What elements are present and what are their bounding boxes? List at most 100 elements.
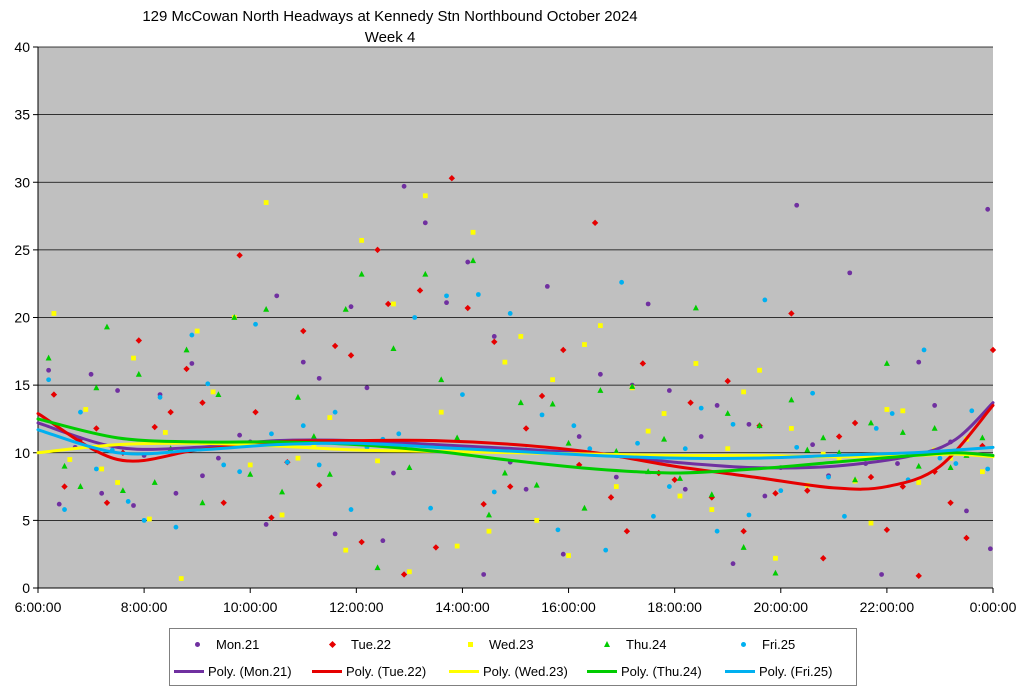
data-point bbox=[835, 433, 843, 440]
data-point bbox=[210, 389, 216, 395]
data-point bbox=[538, 392, 546, 400]
data-point bbox=[635, 440, 640, 446]
data-point bbox=[693, 361, 699, 366]
data-point bbox=[645, 428, 651, 434]
data-point bbox=[947, 499, 954, 506]
data-point bbox=[932, 403, 938, 408]
data-point bbox=[539, 412, 545, 418]
chart-title: 129 McCowan North Headways at Kennedy St… bbox=[142, 8, 638, 25]
data-point bbox=[45, 354, 52, 361]
legend-trend-line-thu bbox=[585, 659, 619, 683]
data-point bbox=[725, 446, 731, 452]
legend-item-thu: Thu.24 bbox=[590, 632, 666, 656]
legend-label-wed: Wed.23 bbox=[489, 636, 534, 652]
data-point bbox=[327, 415, 333, 420]
data-point bbox=[173, 490, 179, 496]
data-point bbox=[900, 408, 906, 414]
data-point bbox=[151, 479, 158, 485]
data-point bbox=[724, 377, 731, 385]
axes bbox=[33, 46, 994, 593]
data-point bbox=[566, 553, 571, 558]
data-point bbox=[485, 511, 492, 518]
data-point bbox=[396, 431, 402, 437]
data-point bbox=[985, 206, 991, 212]
data-point bbox=[582, 342, 587, 347]
data-point bbox=[576, 434, 582, 439]
data-point bbox=[103, 499, 111, 506]
data-point bbox=[220, 499, 227, 506]
data-point bbox=[183, 365, 190, 373]
data-point bbox=[709, 507, 715, 512]
legend-trend-label-fri: Poly. (Fri.25) bbox=[759, 663, 833, 679]
data-point bbox=[491, 489, 497, 495]
data-point bbox=[422, 193, 428, 199]
series-points bbox=[46, 279, 991, 553]
data-point bbox=[347, 352, 355, 359]
data-point bbox=[613, 474, 619, 480]
data-point bbox=[692, 304, 699, 311]
data-point bbox=[613, 484, 619, 489]
data-point bbox=[263, 200, 269, 205]
data-point bbox=[300, 423, 306, 429]
data-point bbox=[852, 476, 859, 483]
data-point bbox=[778, 488, 784, 494]
data-point bbox=[141, 517, 147, 523]
data-point bbox=[326, 470, 333, 477]
data-point bbox=[384, 300, 392, 308]
data-point bbox=[502, 359, 508, 365]
data-point bbox=[295, 455, 301, 461]
data-point bbox=[374, 564, 381, 571]
data-point bbox=[645, 301, 651, 307]
x-tick-label: 16:00:00 bbox=[541, 599, 596, 615]
data-point bbox=[661, 435, 668, 442]
data-point bbox=[67, 457, 73, 462]
data-point bbox=[183, 346, 190, 353]
legend-trend-thu: Poly. (Thu.24) bbox=[585, 659, 702, 683]
data-point bbox=[666, 388, 672, 393]
data-point bbox=[804, 487, 811, 494]
data-point bbox=[847, 270, 853, 276]
data-point bbox=[714, 528, 720, 534]
data-point bbox=[921, 347, 927, 353]
data-point bbox=[99, 466, 105, 472]
data-point bbox=[103, 323, 110, 330]
data-point bbox=[883, 526, 891, 534]
y-tick-label: 0 bbox=[22, 580, 30, 596]
data-point bbox=[284, 459, 290, 465]
legend-trend-line-fri bbox=[723, 659, 757, 683]
legend-marker-thu bbox=[590, 632, 624, 656]
data-point bbox=[682, 486, 688, 492]
data-point bbox=[61, 483, 68, 490]
x-tick-label: 14:00:00 bbox=[435, 599, 490, 615]
data-point bbox=[401, 183, 407, 189]
data-point bbox=[422, 220, 428, 226]
legend-trend-fri: Poly. (Fri.25) bbox=[723, 659, 832, 683]
data-point bbox=[607, 494, 615, 501]
data-point bbox=[247, 470, 254, 477]
data-point bbox=[916, 480, 922, 485]
data-point bbox=[517, 399, 524, 406]
data-point bbox=[454, 434, 461, 441]
data-point bbox=[46, 377, 52, 383]
data-point bbox=[565, 439, 572, 446]
data-point bbox=[533, 481, 540, 488]
data-point bbox=[698, 434, 704, 439]
data-point bbox=[826, 474, 831, 480]
data-point bbox=[199, 399, 206, 406]
data-point bbox=[979, 434, 986, 441]
data-point bbox=[810, 442, 816, 448]
data-point bbox=[135, 337, 143, 344]
chart-subtitle: Week 4 bbox=[364, 29, 416, 46]
legend-trend-wed: Poly. (Wed.23) bbox=[447, 659, 568, 683]
y-tick-label: 10 bbox=[14, 445, 30, 461]
data-point bbox=[587, 446, 593, 452]
data-point bbox=[879, 572, 884, 577]
data-point bbox=[115, 388, 120, 393]
data-point bbox=[724, 410, 731, 416]
data-point bbox=[486, 528, 492, 534]
legend-trend-line-mon bbox=[172, 659, 206, 683]
data-point bbox=[151, 423, 158, 431]
data-point bbox=[50, 391, 58, 398]
data-point bbox=[730, 561, 736, 567]
data-point bbox=[93, 384, 100, 391]
